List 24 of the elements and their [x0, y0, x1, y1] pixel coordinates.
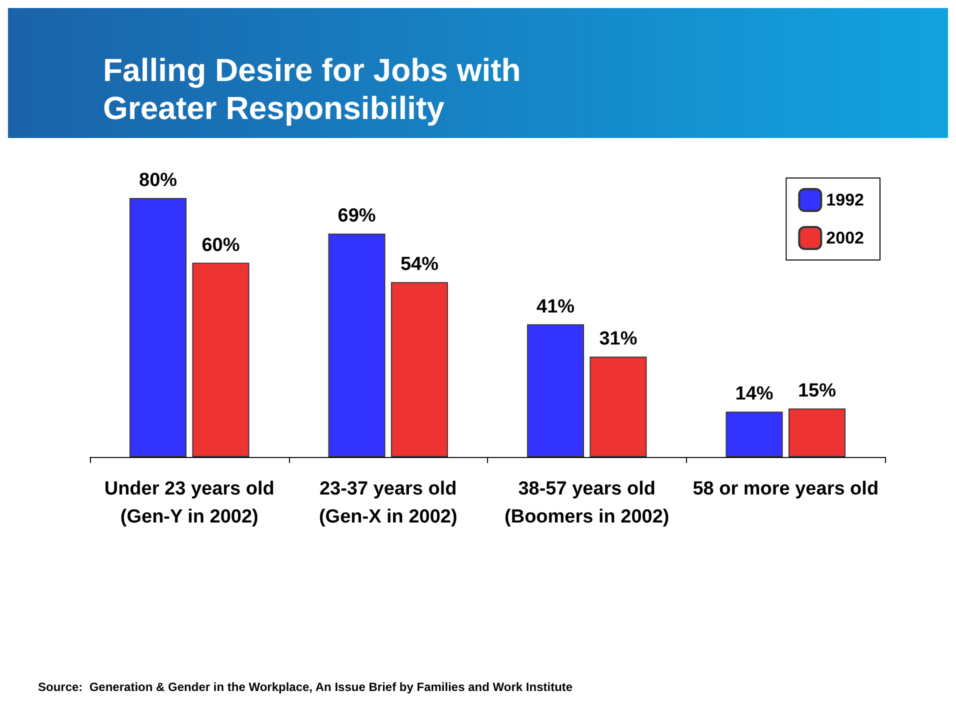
data-label: 31% — [599, 328, 638, 350]
legend-label: 1992 — [826, 190, 864, 210]
chart-title: Falling Desire for Jobs with Greater Responsibility — [103, 52, 530, 126]
data-label: 60% — [202, 234, 240, 256]
source-note: Source: Generation & Gender in the Workplace, An Issue Brief by Families and Work Institute — [38, 680, 573, 694]
bar — [192, 262, 250, 457]
x-tick-label: 58 or more years old — [692, 478, 879, 500]
legend-label: 2002 — [826, 228, 864, 248]
bar — [527, 324, 584, 457]
bar — [328, 234, 386, 457]
data-label: 14% — [735, 384, 774, 405]
bar — [788, 408, 846, 457]
bar — [726, 412, 783, 457]
x-tick-label: Under 23 years old (Gen-Y in 2002) — [104, 478, 274, 528]
x-tick-label: 23-37 years old (Gen-X in 2002) — [318, 478, 458, 528]
bar — [390, 282, 448, 457]
bar — [130, 198, 187, 457]
x-tick-label: 38-57 years old (Boomers in 2002) — [504, 478, 670, 528]
data-label: 15% — [798, 380, 836, 402]
data-label: 54% — [400, 254, 439, 276]
data-label: 41% — [536, 296, 575, 318]
data-label: 69% — [338, 206, 376, 227]
bar — [590, 356, 647, 457]
data-label: 80% — [139, 170, 178, 191]
